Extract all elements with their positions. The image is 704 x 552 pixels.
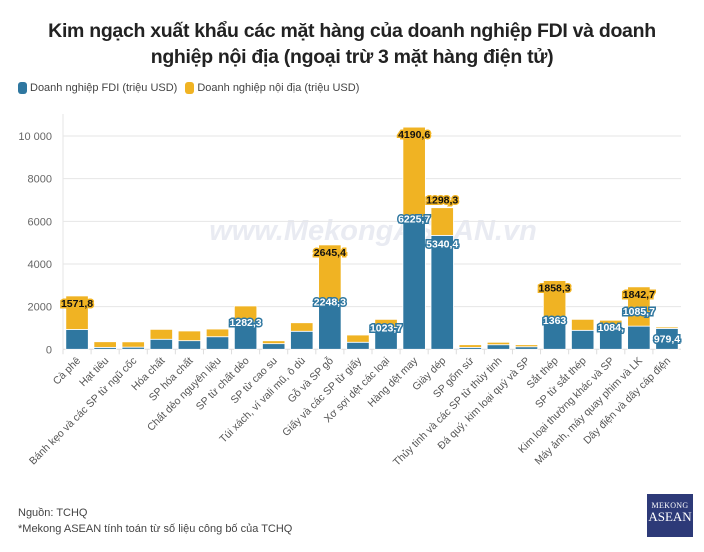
data-label-fdi: 5340,4 — [426, 238, 458, 250]
bar-domestic — [599, 319, 623, 327]
bar-fdi — [149, 338, 173, 350]
bar-domestic — [205, 328, 230, 338]
data-label-fdi: 6225,7 — [398, 214, 430, 226]
y-tick-label: 8000 — [28, 174, 52, 186]
y-tick-label: 2000 — [28, 302, 52, 314]
bar-domestic — [93, 341, 117, 348]
bar-domestic — [458, 344, 482, 348]
data-label-fdi: 1084, — [598, 322, 624, 334]
bar-fdi — [205, 336, 230, 350]
data-label-fdi: 1363 — [543, 315, 567, 327]
data-label-domestic: 1571,8 — [61, 298, 93, 310]
bar-domestic — [486, 341, 511, 346]
data-label-fdi: 979,4 — [654, 333, 680, 345]
bar-fdi — [346, 341, 370, 350]
mekong-asean-logo: MEKONG ASEAN — [647, 494, 693, 537]
footer: Nguồn: TCHQ *Mekong ASEAN tính toán từ s… — [18, 505, 292, 537]
bar-fdi — [402, 216, 426, 350]
legend-label-domestic: Doanh nghiệp nội địa (triệu USD) — [197, 82, 360, 94]
bar-domestic — [402, 126, 426, 217]
bar-fdi — [290, 330, 314, 350]
bar-fdi — [571, 329, 595, 350]
data-label-domestic: 1858,3 — [539, 283, 571, 295]
bar-domestic — [262, 340, 286, 345]
legend-swatch-domestic — [185, 82, 195, 94]
legend-label-fdi: Doanh nghiệp FDI (triệu USD) — [30, 82, 178, 94]
data-label-fdi: 2248,3 — [314, 296, 346, 308]
data-label-domestic: 2645,4 — [314, 247, 346, 259]
bar-fdi — [627, 325, 651, 350]
logo-line2: ASEAN — [648, 509, 692, 524]
legend-swatch-fdi — [18, 82, 27, 94]
bar-domestic — [627, 286, 651, 327]
y-tick-label: 0 — [46, 344, 52, 356]
data-label-fdi: 1085,7 — [623, 306, 655, 318]
bar-domestic — [149, 328, 173, 340]
bar-domestic — [542, 280, 567, 321]
data-label-fdi: 1282,3 — [230, 317, 262, 329]
bar-domestic — [318, 244, 342, 302]
source-note: Nguồn: TCHQ — [18, 507, 88, 519]
bar-fdi — [262, 343, 286, 350]
data-label-fdi: 1023,7 — [370, 322, 402, 334]
bar-fdi — [430, 234, 454, 350]
bar-domestic — [655, 326, 679, 329]
data-label-domestic: 4190,6 — [398, 129, 430, 141]
chart-plot: www.MekongASEAN.vn 0 2000 4000 6000 8000 10 0… — [18, 114, 682, 469]
bar-domestic — [177, 330, 202, 342]
bar-domestic — [290, 322, 314, 332]
logo-line1: MEKONG — [651, 501, 689, 510]
bar-fdi — [65, 329, 89, 350]
legend: Doanh nghiệp FDI (triệu USD) Doanh nghiệ… — [18, 82, 359, 94]
legend-item-domestic[interactable]: Doanh nghiệp nội địa (triệu USD) — [185, 82, 359, 94]
bar-fdi — [318, 300, 342, 350]
legend-item-fdi[interactable]: Doanh nghiệp FDI (triệu USD) — [18, 82, 177, 94]
chart-title: Kim ngạch xuất khẩu các mặt hàng của doa… — [48, 20, 656, 68]
y-tick-label: 4000 — [28, 259, 52, 271]
bar-domestic — [430, 207, 454, 236]
bar-domestic — [571, 318, 595, 331]
calculation-note: *Mekong ASEAN tính toán từ số liệu công … — [18, 523, 293, 535]
bar-fdi — [486, 344, 511, 350]
bar-domestic — [514, 344, 539, 348]
y-tick-label: 6000 — [28, 216, 52, 228]
bar-domestic — [233, 305, 258, 323]
x-tick-label: Bánh kẹo và các SP từ ngũ cốc — [27, 355, 139, 467]
data-label-domestic: 1298,3 — [426, 195, 458, 207]
watermark: www.MekongASEAN.vn — [209, 215, 537, 247]
bar-domestic — [65, 295, 89, 330]
data-label-domestic: 1842,7 — [623, 289, 655, 301]
y-tick-label: 10 000 — [18, 131, 52, 143]
bar-fdi — [177, 340, 202, 350]
bar-domestic — [346, 334, 370, 343]
bar-domestic — [121, 341, 145, 348]
bar-domestic — [374, 318, 398, 328]
